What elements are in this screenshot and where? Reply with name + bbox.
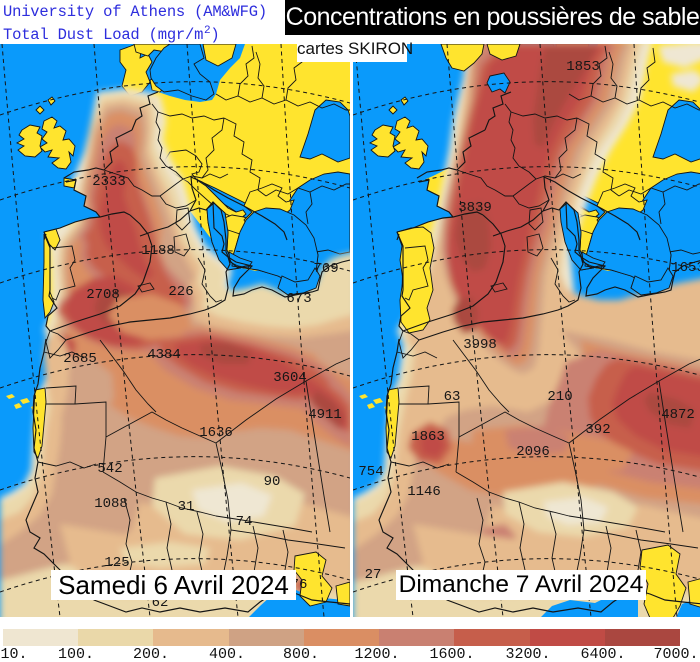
svg-text:1088: 1088	[94, 496, 128, 512]
svg-text:2096: 2096	[516, 444, 550, 460]
svg-text:392: 392	[585, 422, 610, 438]
svg-text:1146: 1146	[407, 484, 441, 500]
svg-text:1653: 1653	[671, 260, 700, 276]
svg-text:769: 769	[313, 261, 338, 277]
svg-text:754: 754	[358, 464, 383, 480]
svg-text:1863: 1863	[411, 429, 445, 445]
svg-text:27: 27	[365, 567, 382, 583]
svg-text:2685: 2685	[63, 351, 97, 367]
svg-text:4911: 4911	[308, 407, 342, 423]
svg-text:2708: 2708	[86, 287, 120, 303]
svg-text:4872: 4872	[661, 407, 695, 423]
svg-text:542: 542	[97, 461, 122, 477]
svg-text:90: 90	[264, 474, 281, 490]
svg-text:1636: 1636	[199, 425, 233, 441]
svg-text:31: 31	[178, 499, 195, 515]
svg-text:1188: 1188	[141, 243, 175, 259]
svg-text:63: 63	[444, 389, 461, 405]
svg-text:3839: 3839	[458, 200, 492, 216]
svg-text:4384: 4384	[147, 347, 181, 363]
svg-text:2333: 2333	[92, 174, 126, 190]
svg-text:1853: 1853	[566, 59, 600, 75]
svg-text:3604: 3604	[273, 370, 307, 386]
svg-text:3998: 3998	[463, 337, 497, 353]
svg-text:673: 673	[286, 291, 311, 307]
svg-text:125: 125	[104, 555, 129, 571]
svg-text:226: 226	[168, 284, 193, 300]
svg-text:210: 210	[547, 389, 572, 405]
svg-text:74: 74	[236, 514, 253, 530]
